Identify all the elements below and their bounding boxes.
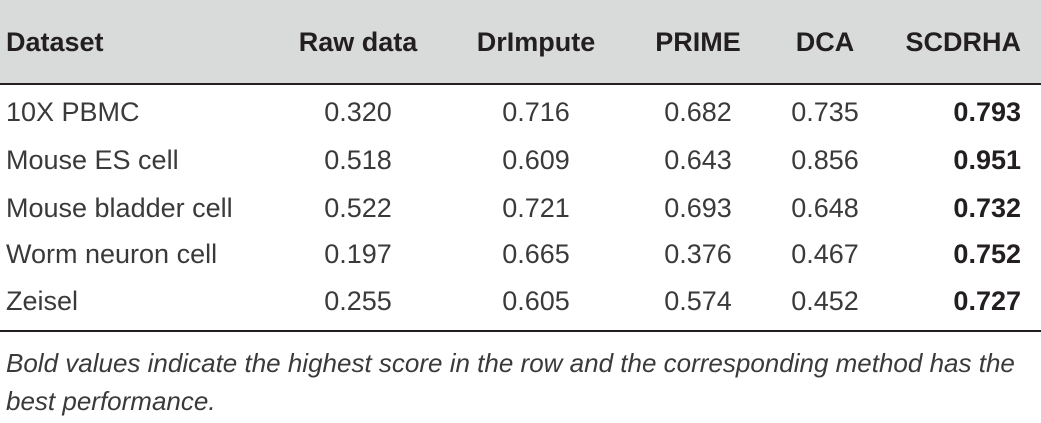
dca-cell: 0.735 (791, 97, 859, 127)
raw-data-cell: 0.518 (324, 145, 392, 175)
scdrha-best-cell: 0.951 (953, 145, 1021, 175)
drimpute-cell: 0.716 (502, 97, 570, 127)
table-row: Zeisel 0.255 0.605 0.574 0.452 0.727 (0, 277, 1041, 325)
raw-data-cell: 0.255 (324, 286, 392, 316)
dca-cell: 0.452 (791, 286, 859, 316)
column-header-prime: PRIME (655, 27, 741, 57)
prime-cell: 0.693 (664, 193, 732, 223)
dataset-cell: Zeisel (6, 286, 79, 316)
raw-data-cell: 0.197 (324, 239, 392, 269)
scdrha-best-cell: 0.732 (953, 193, 1021, 223)
table-row: Mouse ES cell 0.518 0.609 0.643 0.856 0.… (0, 136, 1041, 184)
table-footnote: Bold values indicate the highest score i… (6, 348, 1015, 416)
drimpute-cell: 0.609 (502, 145, 570, 175)
dca-cell: 0.856 (791, 145, 859, 175)
dataset-cell: Mouse ES cell (6, 145, 179, 175)
table-bottom-rule (0, 330, 1041, 332)
drimpute-cell: 0.665 (502, 239, 570, 269)
dataset-cell: Worm neuron cell (6, 239, 218, 269)
drimpute-cell: 0.721 (502, 193, 570, 223)
raw-data-cell: 0.320 (324, 97, 392, 127)
prime-cell: 0.574 (664, 286, 732, 316)
table-row: Mouse bladder cell 0.522 0.721 0.693 0.6… (0, 184, 1041, 232)
column-header-scdrha: SCDRHA (905, 27, 1021, 57)
table-header-background (0, 0, 1041, 83)
table-header-row: Dataset Raw data DrImpute PRIME DCA SCDR… (0, 18, 1041, 66)
column-header-dataset: Dataset (6, 27, 104, 57)
dca-cell: 0.467 (791, 239, 859, 269)
column-header-raw-data: Raw data (298, 27, 418, 57)
drimpute-cell: 0.605 (502, 286, 570, 316)
raw-data-cell: 0.522 (324, 193, 392, 223)
prime-cell: 0.682 (664, 97, 732, 127)
prime-cell: 0.643 (664, 145, 732, 175)
scdrha-best-cell: 0.793 (953, 97, 1021, 127)
column-header-dca: DCA (795, 27, 855, 57)
scdrha-best-cell: 0.752 (953, 239, 1021, 269)
prime-cell: 0.376 (664, 239, 732, 269)
scdrha-best-cell: 0.727 (953, 286, 1021, 316)
header-rule (0, 83, 1041, 85)
column-header-drimpute: DrImpute (476, 27, 596, 57)
table-row: Worm neuron cell 0.197 0.665 0.376 0.467… (0, 230, 1041, 278)
table-row: 10X PBMC 0.320 0.716 0.682 0.735 0.793 (0, 88, 1041, 136)
dataset-cell: 10X PBMC (6, 97, 140, 127)
dataset-cell: Mouse bladder cell (6, 193, 233, 223)
dca-cell: 0.648 (791, 193, 859, 223)
